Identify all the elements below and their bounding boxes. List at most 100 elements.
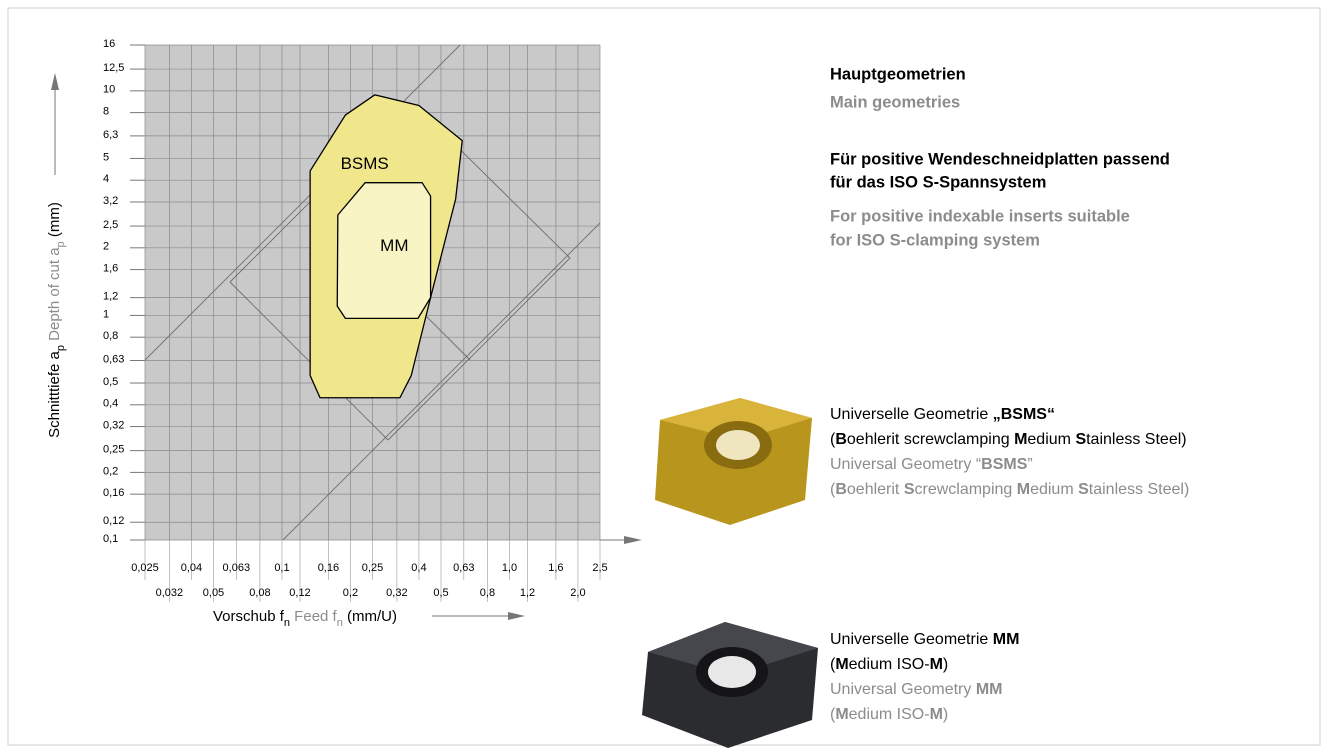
x-label-arrowhead bbox=[508, 612, 525, 620]
text-segment: ( bbox=[830, 431, 836, 448]
x-tick-label: 0,05 bbox=[203, 587, 224, 599]
x-tick-label: 0,032 bbox=[156, 587, 184, 599]
heading: Für positive Wendeschneidplatten passend bbox=[830, 150, 1170, 168]
insert-mm-image bbox=[642, 622, 818, 748]
text-segment: M bbox=[835, 706, 848, 723]
region bbox=[336, 182, 432, 320]
y-tick-label: 0,4 bbox=[103, 398, 118, 410]
text-segment: BSMS bbox=[981, 456, 1028, 473]
x-tick-label: 2,0 bbox=[570, 587, 585, 599]
y-tick-label: 1 bbox=[103, 308, 109, 320]
text-segment: oehlerit screwclamping bbox=[847, 431, 1014, 448]
y-tick-label: 4 bbox=[103, 173, 109, 185]
x-tick-label: 0,8 bbox=[480, 587, 495, 599]
x-tick-label: 0,04 bbox=[181, 562, 202, 574]
y-tick-label: 8 bbox=[103, 106, 109, 118]
text-segment: (mm/U) bbox=[343, 608, 397, 625]
text-segment: Depth of cut a bbox=[46, 247, 63, 345]
y-tick-label: 0,5 bbox=[103, 376, 118, 388]
text-segment: p bbox=[55, 241, 67, 247]
text-segment: edium ISO- bbox=[849, 656, 930, 673]
text-segment: ( bbox=[830, 481, 836, 498]
text-segment: crewclamping bbox=[914, 481, 1016, 498]
text-segment: (mm) bbox=[46, 202, 63, 241]
frame bbox=[7, 7, 1321, 746]
x-tick-label: 0,4 bbox=[411, 562, 426, 574]
text-segment: tainless Steel) bbox=[1086, 431, 1187, 448]
y-tick-label: 0,25 bbox=[103, 444, 124, 456]
text-segment: M bbox=[930, 656, 943, 673]
y-tick-label: 12,5 bbox=[103, 62, 124, 74]
text-segment: oehlerit bbox=[847, 481, 904, 498]
text-segment: Universelle Geometrie bbox=[830, 406, 993, 423]
heading: für das ISO S-Spannsystem bbox=[830, 173, 1046, 191]
x-tick-label: 0,025 bbox=[131, 562, 159, 574]
text-segment: M bbox=[930, 706, 943, 723]
text-segment: ) bbox=[943, 656, 948, 673]
text-segment: ” bbox=[1027, 456, 1032, 473]
text-segment: B bbox=[835, 481, 847, 498]
x-tick-label: 1,0 bbox=[502, 562, 517, 574]
insert-description: (Medium ISO-M) bbox=[830, 656, 948, 673]
x-tick-label: 0,12 bbox=[289, 587, 310, 599]
text-segment: ( bbox=[830, 706, 836, 723]
text-segment: S bbox=[1078, 481, 1089, 498]
y-tick-label: 0,1 bbox=[103, 533, 118, 545]
y-tick-label: 0,16 bbox=[103, 487, 124, 499]
y-tick-label: 2,5 bbox=[103, 219, 118, 231]
x-tick-label: 0,08 bbox=[249, 587, 270, 599]
text-segment: n bbox=[337, 617, 343, 629]
x-tick-label: 0,2 bbox=[343, 587, 358, 599]
insert-description: Universal Geometry “BSMS” bbox=[830, 456, 1033, 473]
text-segment: ( bbox=[830, 656, 836, 673]
x-tick-label: 0,5 bbox=[433, 587, 448, 599]
x-tick-label: 1,6 bbox=[548, 562, 563, 574]
insert-description: Universelle Geometrie MM bbox=[830, 631, 1019, 648]
text-segment: M bbox=[1014, 431, 1027, 448]
y-tick-label: 0,2 bbox=[103, 465, 118, 477]
insert-description: (Boehlerit Screwclamping Medium Stainles… bbox=[830, 481, 1189, 498]
y-tick-label: 0,63 bbox=[103, 353, 124, 365]
y-axis-label: Schnitttiefe ap Depth of cut ap (mm) bbox=[46, 202, 67, 438]
heading: Main geometries bbox=[830, 93, 960, 111]
text-segment: B bbox=[835, 431, 847, 448]
insert-description: (Medium ISO-M) bbox=[830, 706, 948, 723]
text-segment: p bbox=[55, 345, 67, 351]
y-tick-label: 5 bbox=[103, 151, 109, 163]
text-segment: Vorschub f bbox=[213, 608, 285, 625]
text-segment: „BSMS“ bbox=[993, 406, 1055, 423]
y-label-arrowhead bbox=[51, 73, 59, 90]
text-segment: edium bbox=[1030, 481, 1078, 498]
insert-description: Universelle Geometrie „BSMS“ bbox=[830, 406, 1055, 423]
text-segment: MM bbox=[993, 631, 1020, 648]
text-segment: M bbox=[835, 656, 848, 673]
heading: Hauptgeometrien bbox=[830, 65, 966, 83]
text-segment: Universal Geometry “ bbox=[830, 456, 981, 473]
region-label: BSMS bbox=[341, 154, 389, 173]
x-arrowhead bbox=[624, 536, 642, 544]
text-segment: ) bbox=[943, 706, 948, 723]
y-tick-label: 0,32 bbox=[103, 419, 124, 431]
text-segment: n bbox=[284, 617, 290, 629]
y-tick-label: 0,12 bbox=[103, 515, 124, 527]
text-segment: S bbox=[1075, 431, 1086, 448]
text-segment: Schnitttiefe a bbox=[46, 350, 63, 437]
region-label: MM bbox=[380, 236, 408, 255]
x-tick-label: 0,25 bbox=[362, 562, 383, 574]
heading: For positive indexable inserts suitable bbox=[830, 207, 1130, 225]
insert-description: (Boehlerit screwclamping Medium Stainles… bbox=[830, 431, 1187, 448]
x-tick-label: 0,16 bbox=[318, 562, 339, 574]
x-tick-label: 0,063 bbox=[223, 562, 251, 574]
x-tick-label: 0,63 bbox=[453, 562, 474, 574]
y-tick-label: 6,3 bbox=[103, 129, 118, 141]
x-tick-label: 1,2 bbox=[520, 587, 535, 599]
text-segment: Universelle Geometrie bbox=[830, 631, 993, 648]
insert-bsms-image bbox=[655, 398, 812, 525]
y-tick-label: 1,2 bbox=[103, 291, 118, 303]
text-segment: tainless Steel) bbox=[1089, 481, 1190, 498]
y-tick-label: 3,2 bbox=[103, 195, 118, 207]
heading: for ISO S-clamping system bbox=[830, 231, 1040, 249]
x-tick-label: 0,1 bbox=[274, 562, 289, 574]
y-tick-label: 2 bbox=[103, 241, 109, 253]
